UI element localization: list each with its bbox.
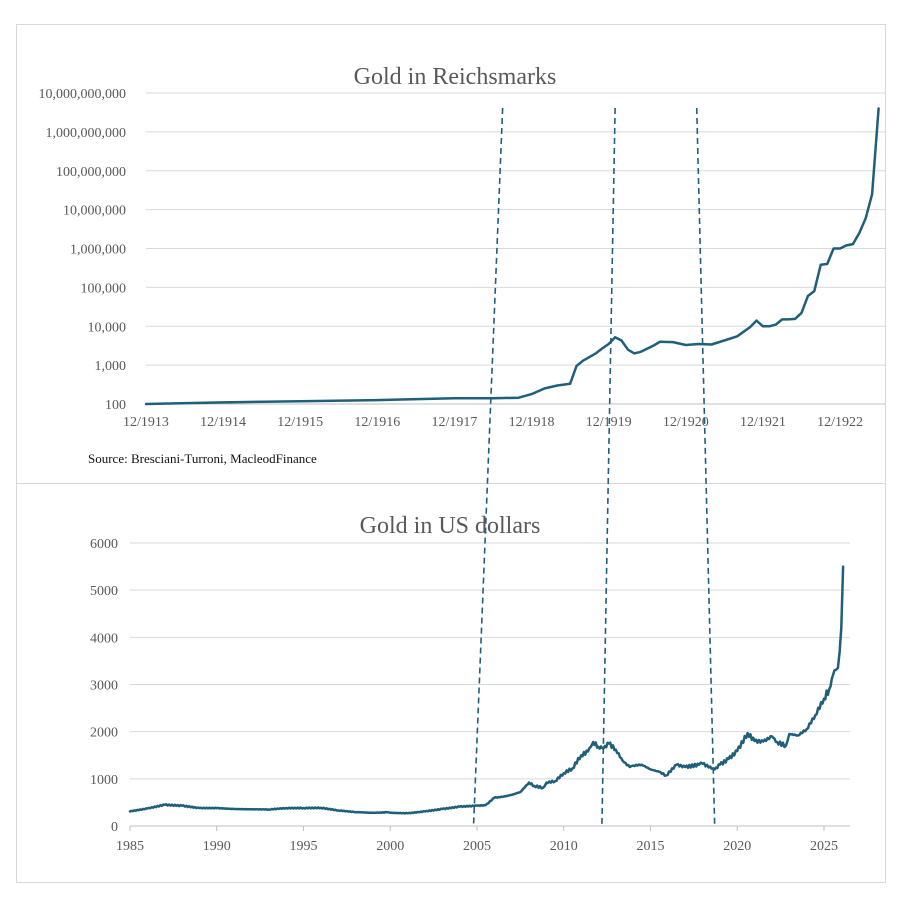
reichsmarks-x-tick-label: 12/1913 bbox=[123, 415, 169, 430]
usd-y-tick-label: 5000 bbox=[90, 584, 118, 599]
usd-y-tick-label: 2000 bbox=[90, 726, 118, 741]
reichsmarks-y-tick-label: 100 bbox=[105, 398, 126, 413]
reichsmarks-y-tick-label: 100,000,000 bbox=[56, 165, 126, 180]
chart-title-usd: Gold in US dollars bbox=[360, 513, 541, 539]
reichsmarks-x-tick-label: 12/1914 bbox=[200, 415, 246, 430]
usd-y-tick-label: 6000 bbox=[90, 537, 118, 552]
reichsmarks-x-tick-label: 12/1916 bbox=[354, 415, 400, 430]
reichsmarks-y-tick-label: 10,000,000,000 bbox=[39, 87, 127, 102]
dashed-marker-line bbox=[695, 107, 716, 827]
reichsmarks-y-tick-label: 100,000 bbox=[81, 281, 127, 296]
usd-x-tick-label: 1985 bbox=[116, 839, 144, 854]
reichsmarks-x-tick-label: 12/1917 bbox=[432, 415, 478, 430]
reichsmarks-y-tick-label: 10,000 bbox=[88, 320, 127, 335]
reichsmarks-series-line bbox=[144, 107, 880, 406]
dashed-marker-line bbox=[601, 107, 616, 827]
usd-y-tick-label: 0 bbox=[111, 820, 118, 835]
source-note: Source: Bresciani-Turroni, MacleodFinanc… bbox=[88, 451, 317, 466]
usd-x-tick-label: 2025 bbox=[810, 839, 838, 854]
reichsmarks-x-tick-label: 12/1920 bbox=[663, 415, 709, 430]
usd-series-line bbox=[128, 565, 845, 815]
usd-chart-panel bbox=[16, 483, 886, 883]
reichsmarks-plot: 100 1,000 10,000 100,000 1,000,000 10,000,000… bbox=[39, 87, 885, 430]
usd-x-tick-label: 2015 bbox=[636, 839, 664, 854]
usd-plot: 0 1000 2000 3000 4000 5000 6000 1985 1990 1995 200… bbox=[90, 537, 850, 854]
reichsmarks-y-tick-label: 1,000,000,000 bbox=[46, 126, 127, 141]
usd-y-tick-label: 4000 bbox=[90, 631, 118, 646]
reichsmarks-y-tick-label: 10,000,000 bbox=[63, 204, 126, 219]
reichsmarks-x-tick-label: 12/1915 bbox=[277, 415, 323, 430]
usd-x-tick-label: 2010 bbox=[550, 839, 578, 854]
chart-title-reichsmarks: Gold in Reichsmarks bbox=[354, 64, 557, 90]
vertical-marker-lines bbox=[472, 107, 716, 827]
usd-x-tick-label: 1990 bbox=[203, 839, 231, 854]
usd-x-tick-label: 1995 bbox=[289, 839, 317, 854]
reichsmarks-y-tick-label: 1,000 bbox=[95, 359, 127, 374]
reichsmarks-chart-panel bbox=[16, 24, 886, 484]
reichsmarks-x-tick-label: 12/1921 bbox=[740, 415, 786, 430]
reichsmarks-x-tick-label: 12/1922 bbox=[817, 415, 863, 430]
reichsmarks-y-tick-label: 1,000,000 bbox=[70, 243, 126, 258]
reichsmarks-x-tick-label: 12/1918 bbox=[509, 415, 555, 430]
usd-y-tick-label: 1000 bbox=[90, 773, 118, 788]
usd-y-tick-label: 3000 bbox=[90, 679, 118, 694]
usd-x-tick-label: 2000 bbox=[376, 839, 404, 854]
usd-x-tick-label: 2005 bbox=[463, 839, 491, 854]
dashed-marker-line bbox=[472, 107, 504, 827]
usd-x-tick-label: 2020 bbox=[723, 839, 751, 854]
